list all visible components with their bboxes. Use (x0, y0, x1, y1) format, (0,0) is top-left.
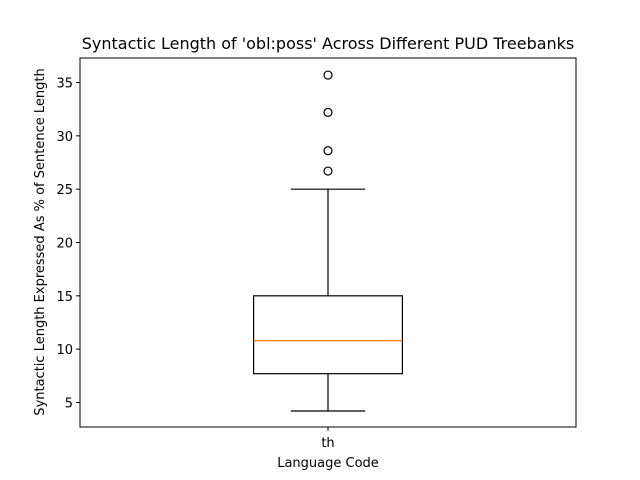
y-tick-label: 10 (56, 343, 73, 358)
y-tick-label: 35 (56, 77, 73, 92)
outlier-point (323, 146, 333, 156)
y-tick-label: 20 (56, 237, 73, 252)
y-tick-label: 25 (56, 183, 73, 198)
box-series (253, 70, 404, 412)
outlier-point (323, 166, 333, 176)
iqr-box (253, 295, 404, 375)
outlier-point (323, 107, 333, 117)
outlier-point (323, 70, 333, 80)
chart-title: Syntactic Length of 'obl:poss' Across Di… (82, 34, 575, 53)
x-tick-label: th (321, 436, 334, 451)
x-axis-ticks: th (321, 427, 335, 451)
y-tick-label: 15 (56, 290, 73, 305)
plot-area: 5 10 15 20 25 30 35 th (56, 57, 577, 451)
y-axis-ticks: 5 10 15 20 25 30 35 (56, 77, 80, 411)
y-tick-label: 5 (65, 396, 73, 411)
y-axis-label: Syntactic Length Expressed As % of Sente… (33, 68, 48, 415)
x-axis-label: Language Code (277, 456, 379, 471)
y-tick-label: 30 (56, 130, 73, 145)
